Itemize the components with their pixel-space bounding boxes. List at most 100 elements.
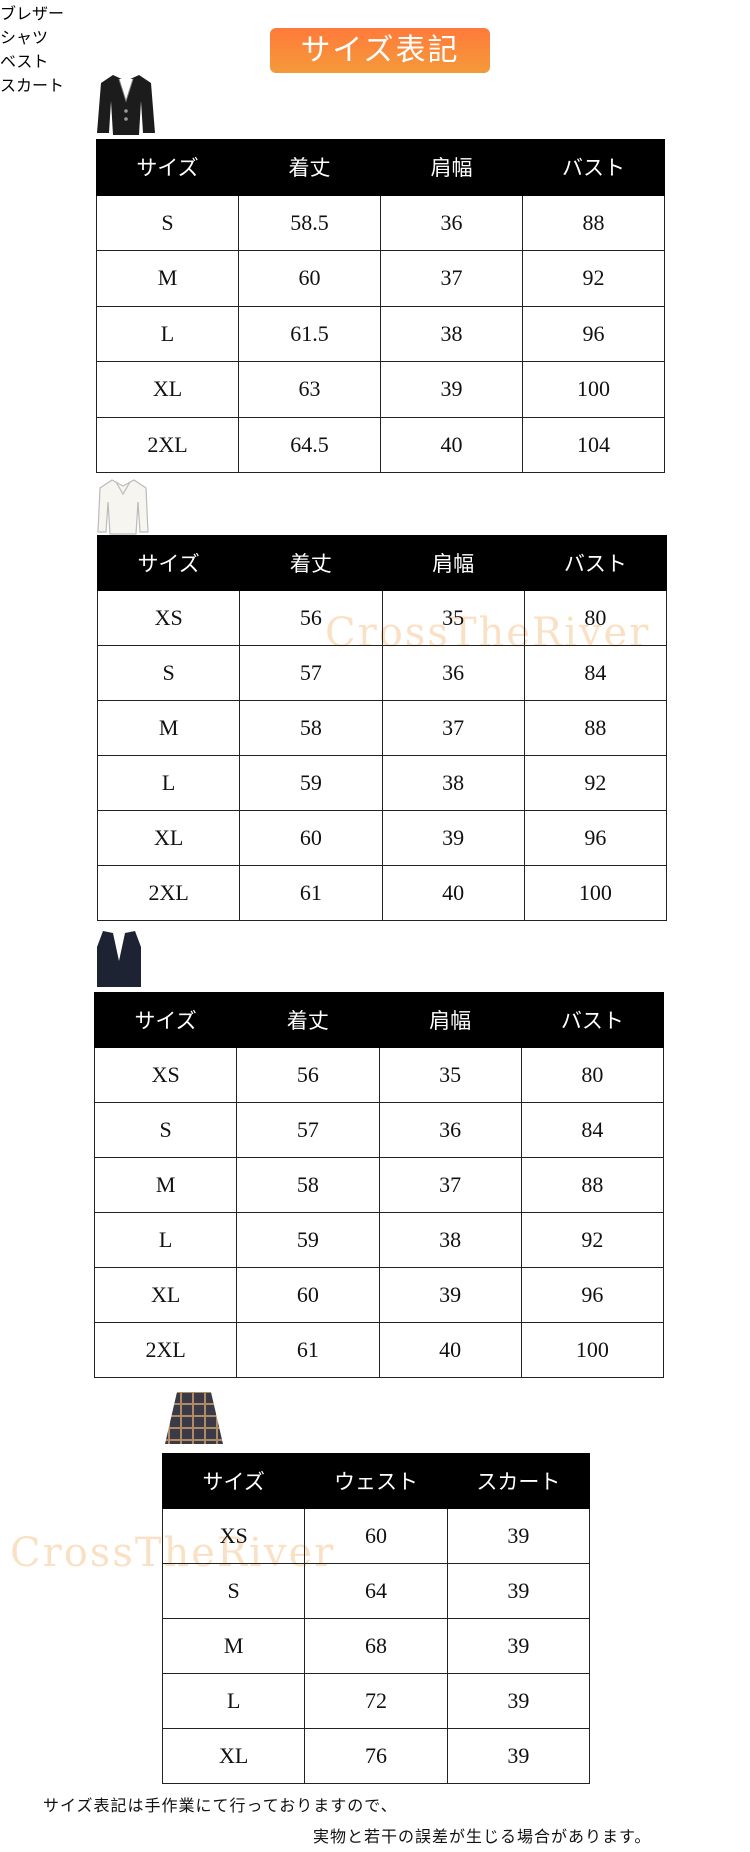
section-heading: スカート xyxy=(0,78,65,95)
header-row: サイズ ウェスト スカート xyxy=(161,1453,591,1509)
table-cell: 60 xyxy=(304,1508,448,1564)
table-cell: S xyxy=(96,645,241,701)
table-cell: XL xyxy=(96,810,241,866)
table-cell: 60 xyxy=(236,1267,380,1323)
column-header: サイズ xyxy=(93,992,238,1048)
column-header: 着丈 xyxy=(239,535,383,591)
table-cell: 61 xyxy=(239,865,383,921)
table-cell: 64 xyxy=(304,1563,448,1619)
table-cell: 35 xyxy=(378,1047,522,1103)
table-cell: 92 xyxy=(523,755,668,811)
table-cell: 35 xyxy=(381,590,525,646)
table-cell: 39 xyxy=(446,1673,591,1729)
table-cell: 57 xyxy=(239,645,383,701)
table-cell: L xyxy=(96,305,239,362)
size-table: サイズ 着丈 肩幅 バスト XS 56 35 80 S 57 36 84 M 58 37 88 L 59 38 92 X… xyxy=(96,535,668,921)
table-row: S 57 36 84 xyxy=(96,645,668,701)
table-cell: 37 xyxy=(380,250,523,307)
table-cell: 36 xyxy=(378,1102,522,1158)
column-header: 肩幅 xyxy=(380,139,523,196)
table-cell: M xyxy=(93,1157,238,1213)
table-row: M 58 37 88 xyxy=(96,700,668,756)
table-cell: 100 xyxy=(523,865,668,921)
table-row: XL 60 39 96 xyxy=(93,1267,665,1323)
table-cell: 39 xyxy=(380,361,523,418)
table-row: S 57 36 84 xyxy=(93,1102,665,1158)
table-cell: 88 xyxy=(520,1157,665,1213)
table-cell: 2XL xyxy=(96,416,239,473)
table-cell: 37 xyxy=(378,1157,522,1213)
size-table: サイズ 着丈 肩幅 バスト XS 56 35 80 S 57 36 84 M 58 37 88 L 59 38 92 X… xyxy=(93,992,665,1378)
table-cell: XL xyxy=(93,1267,238,1323)
column-header: 着丈 xyxy=(236,992,380,1048)
column-header: ウェスト xyxy=(304,1453,448,1509)
column-header: 肩幅 xyxy=(378,992,522,1048)
section-heading: ブレザー xyxy=(0,6,65,23)
column-header: サイズ xyxy=(161,1453,306,1509)
table-cell: 60 xyxy=(239,810,383,866)
table-cell: 57 xyxy=(236,1102,380,1158)
table-row: S 64 39 xyxy=(161,1563,591,1619)
table-cell: 2XL xyxy=(93,1322,238,1378)
table-cell: XL xyxy=(161,1728,306,1784)
skirt-icon xyxy=(165,1392,223,1444)
table-row: S 58.5 36 88 xyxy=(96,194,665,251)
table-cell: 58 xyxy=(236,1157,380,1213)
table-cell: 92 xyxy=(522,250,665,307)
table-cell: 38 xyxy=(381,755,525,811)
header-row: サイズ 着丈 肩幅 バスト xyxy=(96,535,668,591)
column-header: バスト xyxy=(522,139,665,196)
table-cell: 63 xyxy=(238,361,381,418)
table-cell: 39 xyxy=(446,1563,591,1619)
table-cell: 72 xyxy=(304,1673,448,1729)
note-line: サイズ表記は手作業にて行っておりますので、 xyxy=(43,1796,398,1815)
table-cell: 96 xyxy=(523,810,668,866)
table-cell: 61 xyxy=(236,1322,380,1378)
vest-icon xyxy=(97,931,141,987)
column-header: 肩幅 xyxy=(381,535,525,591)
table-row: XS 56 35 80 xyxy=(96,590,668,646)
table-cell: 80 xyxy=(523,590,668,646)
table-cell: 40 xyxy=(380,416,523,473)
table-cell: L xyxy=(96,755,241,811)
table-cell: 39 xyxy=(381,810,525,866)
table-cell: 40 xyxy=(381,865,525,921)
table-cell: 88 xyxy=(522,194,665,251)
table-cell: 56 xyxy=(236,1047,380,1103)
table-row: XL 63 39 100 xyxy=(96,361,665,418)
note-line: 実物と若干の誤差が生じる場合があります。 xyxy=(313,1827,652,1846)
table-row: L 59 38 92 xyxy=(93,1212,665,1268)
table-row: M 60 37 92 xyxy=(96,250,665,307)
table-cell: 61.5 xyxy=(238,305,381,362)
table-cell: 104 xyxy=(522,416,665,473)
table-cell: XL xyxy=(96,361,239,418)
column-header: バスト xyxy=(520,992,665,1048)
table-cell: S xyxy=(96,194,239,251)
table-cell: 39 xyxy=(446,1728,591,1784)
header-row: サイズ 着丈 肩幅 バスト xyxy=(93,992,665,1048)
size-table: サイズ ウェスト スカート XS 60 39 S 64 39 M 68 39 L 72 39 XL 76 39 xyxy=(161,1453,591,1784)
table-cell: M xyxy=(96,250,239,307)
table-cell: 59 xyxy=(236,1212,380,1268)
table-cell: 100 xyxy=(522,361,665,418)
table-row: 2XL 61 40 100 xyxy=(96,865,668,921)
table-cell: L xyxy=(161,1673,306,1729)
table-cell: XS xyxy=(93,1047,238,1103)
table-row: L 61.5 38 96 xyxy=(96,305,665,362)
table-row: L 72 39 xyxy=(161,1673,591,1729)
table-cell: XS xyxy=(96,590,241,646)
table-row: 2XL 61 40 100 xyxy=(93,1322,665,1378)
table-row: XS 56 35 80 xyxy=(93,1047,665,1103)
table-row: XL 60 39 96 xyxy=(96,810,668,866)
table-cell: 60 xyxy=(238,250,381,307)
column-header: 着丈 xyxy=(238,139,381,196)
shirt-icon xyxy=(97,479,149,535)
table-cell: L xyxy=(93,1212,238,1268)
header-row: サイズ 着丈 肩幅 バスト xyxy=(96,139,665,196)
table-cell: 36 xyxy=(381,645,525,701)
section-heading: ベスト xyxy=(0,54,49,71)
blazer-icon xyxy=(97,75,155,135)
table-row: 2XL 64.5 40 104 xyxy=(96,416,665,473)
table-row: XL 76 39 xyxy=(161,1728,591,1784)
